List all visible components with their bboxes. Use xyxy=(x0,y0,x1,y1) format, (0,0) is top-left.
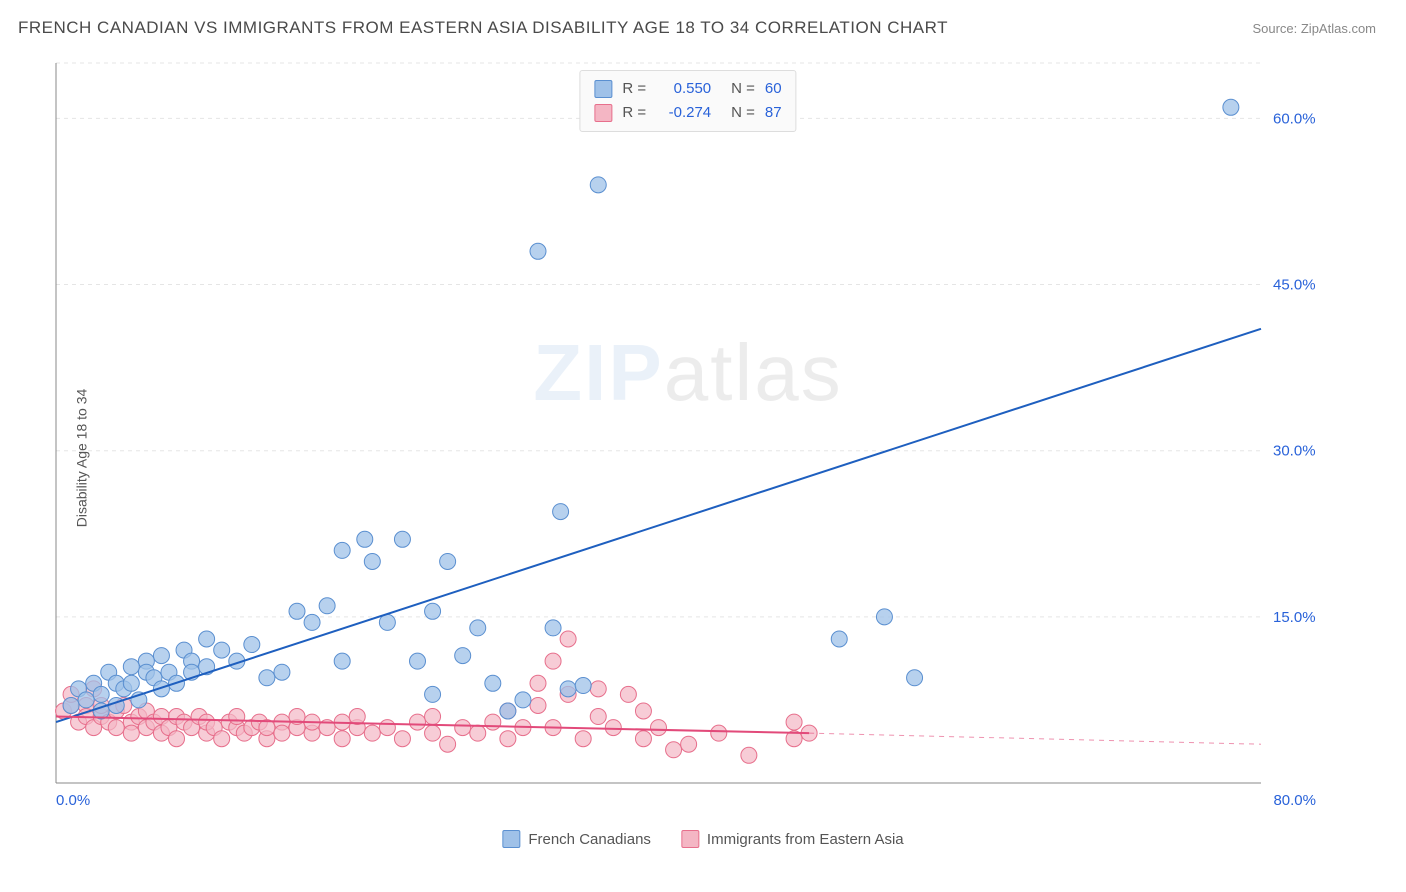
n-value-1: 60 xyxy=(765,77,782,101)
chart-title: FRENCH CANADIAN VS IMMIGRANTS FROM EASTE… xyxy=(18,18,948,38)
legend-swatch-pink xyxy=(681,830,699,848)
n-label-2: N = xyxy=(731,101,755,125)
n-label-1: N = xyxy=(731,77,755,101)
svg-text:45.0%: 45.0% xyxy=(1273,277,1316,294)
series-legend: French Canadians Immigrants from Eastern… xyxy=(502,830,903,848)
svg-text:60.0%: 60.0% xyxy=(1273,110,1316,127)
n-value-2: 87 xyxy=(765,101,782,125)
stats-row-1: R = 0.550 N = 60 xyxy=(594,77,781,101)
source-label: Source: ZipAtlas.com xyxy=(1252,21,1376,36)
svg-text:15.0%: 15.0% xyxy=(1273,609,1316,626)
svg-text:30.0%: 30.0% xyxy=(1273,443,1316,460)
scatter-plot: 15.0% 30.0% 45.0% 60.0% 0.0% 80.0% R = 0.550 … xyxy=(50,58,1326,808)
swatch-pink xyxy=(594,104,612,122)
swatch-blue xyxy=(594,80,612,98)
r-label-1: R = xyxy=(622,77,646,101)
stats-legend: R = 0.550 N = 60 R = -0.274 N = 87 xyxy=(579,70,796,132)
svg-text:0.0%: 0.0% xyxy=(56,792,90,808)
chart-header: FRENCH CANADIAN VS IMMIGRANTS FROM EASTE… xyxy=(0,0,1406,48)
legend-label-1: French Canadians xyxy=(528,831,651,848)
legend-item-1: French Canadians xyxy=(502,830,651,848)
chart-area: Disability Age 18 to 34 15.0%30.0%45.0%6… xyxy=(0,48,1406,868)
svg-text:80.0%: 80.0% xyxy=(1273,792,1316,808)
stats-row-2: R = -0.274 N = 87 xyxy=(594,101,781,125)
r-label-2: R = xyxy=(622,101,646,125)
legend-swatch-blue xyxy=(502,830,520,848)
r-value-1: 0.550 xyxy=(656,77,711,101)
legend-item-2: Immigrants from Eastern Asia xyxy=(681,830,904,848)
plot-svg: 15.0% 30.0% 45.0% 60.0% 0.0% 80.0% xyxy=(50,58,1326,808)
legend-label-2: Immigrants from Eastern Asia xyxy=(707,831,904,848)
r-value-2: -0.274 xyxy=(656,101,711,125)
